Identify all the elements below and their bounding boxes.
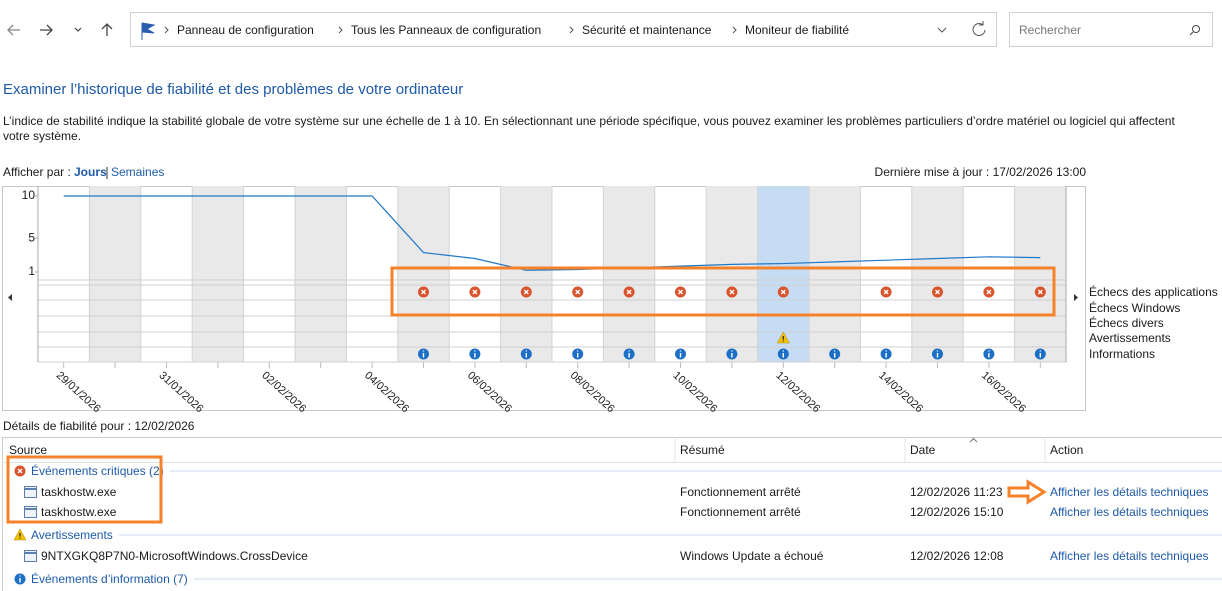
view-days[interactable]: Jours [74,165,107,179]
breadcrumb-item[interactable]: Moniteur de fiabilité [745,23,849,37]
row-cell: 12/02/2026 15:10 [910,505,1004,519]
event-row-label: Échecs divers [1089,315,1164,330]
breadcrumb-item[interactable]: Sécurité et maintenance [582,23,712,37]
back-button[interactable] [7,24,20,36]
search-icon-handle [1189,31,1194,36]
description: L’indice de stabilité indique la stabili… [3,114,1175,143]
stability-line [63,195,1041,271]
shaded-column[interactable] [500,186,552,362]
scroll-left[interactable] [8,294,12,301]
description-box: L’indice de stabilité indique la stabili… [3,114,1175,143]
row-icon [24,486,37,498]
critical-icon-cross [523,289,529,295]
group-header[interactable]: Événements critiques (2) [31,463,164,478]
event-row-label: Échecs Windows [1089,300,1180,315]
group-header[interactable]: Avertissements [31,528,113,542]
breadcrumb-chevron [164,26,169,34]
critical-icon-cross [626,289,632,295]
row-icon [24,506,37,518]
shaded-column[interactable] [603,186,655,362]
dropdown-icon[interactable] [937,27,947,33]
scroll-right[interactable] [1074,294,1078,301]
arrow-annotation [1007,479,1047,505]
column-header[interactable]: Résumé [680,443,725,457]
row-cell: 9NTXGKQ8P7N0-MicrosoftWindows.CrossDevic… [41,549,308,563]
critical-icon-cross [678,289,683,295]
column-header[interactable]: Date [910,443,936,457]
column-header[interactable]: Source [9,443,47,457]
forward-button[interactable] [40,24,53,36]
shaded-column[interactable] [911,186,964,362]
y-tick-label: 1 [28,264,35,278]
row-cell: taskhostw.exe [41,485,117,499]
search-box[interactable] [1009,12,1213,47]
row-cell: Fonctionnement arrêté [680,485,801,499]
shaded-column[interactable] [397,186,450,362]
column-header[interactable]: Action [1050,443,1083,457]
row-cell: 12/02/2026 11:23 [910,485,1003,499]
shaded-column[interactable] [295,186,347,362]
critical-icon-cross [421,289,426,295]
shaded-column[interactable] [809,186,861,362]
critical-icon-cross [17,468,23,474]
sort-indicator [969,437,978,443]
shaded-column[interactable] [89,186,141,362]
group-header[interactable]: Événements d’information (7) [31,571,188,586]
flag-icon [141,22,156,40]
address-bar[interactable] [130,12,997,47]
row-cell: Fonctionnement arrêté [680,505,801,519]
y-tick-label: 10 [22,188,36,202]
details-title: Détails de fiabilité pour : 12/02/2026 [3,419,195,433]
refresh-icon[interactable] [972,21,986,36]
highlight-box [390,266,1056,317]
shaded-column[interactable] [192,186,244,362]
y-tick-label: 5 [28,230,35,244]
critical-icon-cross [780,289,786,295]
breadcrumb-item[interactable]: Panneau de configuration [177,23,314,37]
action-link[interactable]: Afficher les détails techniques [1050,505,1209,519]
view-weeks[interactable]: Semaines [111,165,164,179]
breadcrumb-chevron [569,26,574,34]
critical-icon-cross [575,289,581,295]
event-row-label: Informations [1089,347,1155,361]
breadcrumb-chevron [338,26,343,34]
action-link[interactable]: Afficher les détails techniques [1050,549,1209,563]
up-button[interactable] [101,23,113,36]
shaded-column[interactable] [706,186,758,362]
history-button[interactable] [74,27,82,32]
critical-icon-cross [935,289,940,295]
critical-icon-cross [729,289,735,295]
view-label: Afficher par : [3,165,71,179]
row-cell: 12/02/2026 12:08 [910,549,1004,563]
critical-icon-cross [986,289,992,295]
last-update: Dernière mise à jour : 17/02/2026 13:00 [875,165,1087,179]
shaded-column[interactable] [1014,186,1066,362]
action-link[interactable]: Afficher les détails techniques [1050,485,1209,499]
details-table: Source Résumé Date Action Événements critiqu… [2,437,1222,591]
highlight-box [6,455,163,524]
row-cell: taskhostw.exe [41,505,117,519]
row-cell: Windows Update a échoué [680,549,824,563]
event-row-label: Avertissements [1089,331,1171,345]
event-row-label: Échecs des applications [1089,284,1218,299]
critical-icon-cross [1037,289,1043,295]
critical-icon-cross [472,289,478,295]
breadcrumb-item[interactable]: Tous les Panneaux de configuration [351,23,541,37]
critical-icon-cross [883,289,889,295]
breadcrumb-chevron [732,26,737,34]
row-icon [24,550,37,562]
search-icon[interactable] [1192,25,1200,33]
search-placeholder: Rechercher [1019,23,1081,37]
page-title: Examiner l’historique de fiabilité et de… [3,81,463,98]
